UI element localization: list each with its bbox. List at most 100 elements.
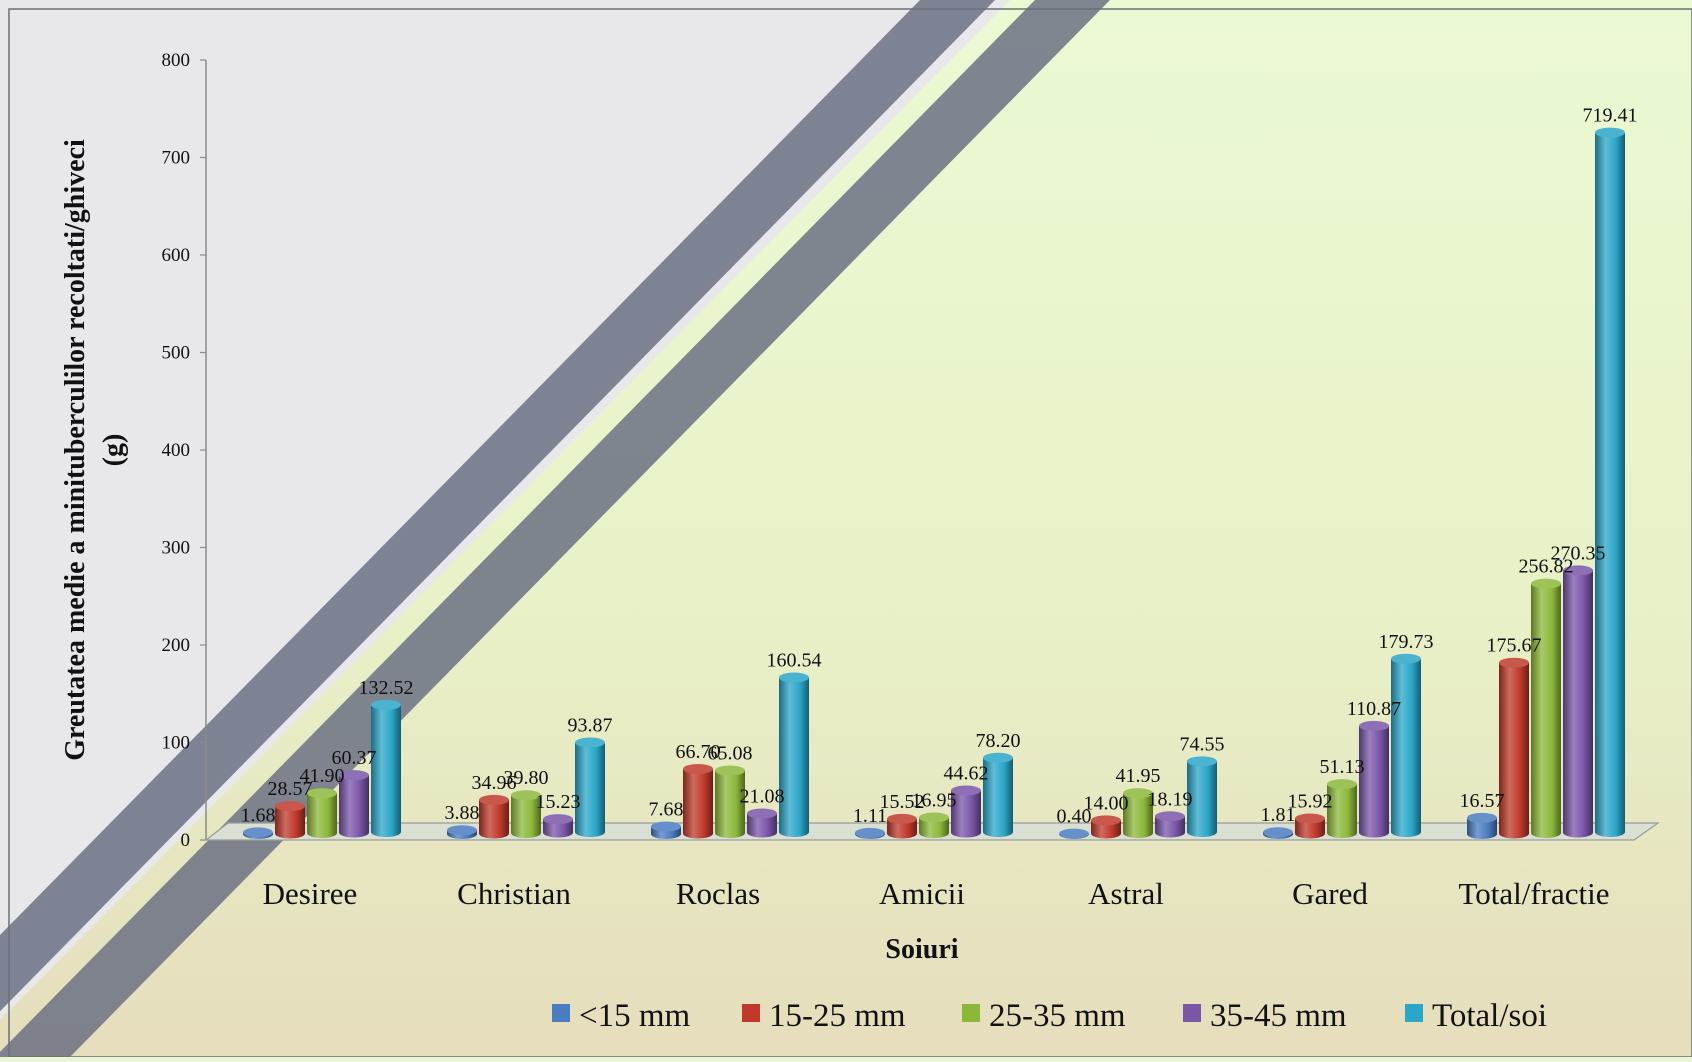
bar-body [1123,793,1153,838]
bar-top [511,790,541,801]
bar-top [651,821,681,832]
bar-body [339,775,369,838]
bar-body [1359,725,1389,838]
bar-top [1155,811,1185,822]
y-tick-label: 200 [162,635,191,656]
bar-body [887,818,917,839]
bar-top [1595,127,1625,138]
data-label: 0.40 [1057,806,1092,828]
bar [1155,811,1185,838]
x-category-label: Astral [1088,876,1164,911]
data-label: 41.90 [300,765,345,787]
data-label: 74.55 [1180,733,1225,755]
legend-item: 25-35 mm [962,998,1126,1034]
bar [951,785,981,838]
bar-top [1327,779,1357,790]
bar-top [275,801,305,812]
bar-body [1295,818,1325,839]
y-axis-title-line-2: (g) [98,434,129,467]
bar-top [683,763,713,774]
bar [715,765,745,838]
bar [1327,779,1357,838]
bar-top [747,808,777,819]
bar-top [1263,827,1293,838]
data-label: 256.82 [1519,556,1574,578]
bar [919,812,949,838]
bar [1595,127,1625,837]
bar-top [307,788,337,799]
bar-body [919,817,949,838]
bar-top [887,813,917,824]
legend-label: <15 mm [579,998,691,1034]
data-label: 132.52 [359,677,414,699]
bar [983,752,1013,837]
bar [1563,565,1593,838]
background-grey-panel [0,0,1010,1020]
data-label: 15.92 [1288,790,1333,812]
bar [683,763,713,839]
bar-top [575,737,605,748]
bar-top [1391,653,1421,664]
data-label: 16.57 [1460,790,1505,812]
data-label: 44.62 [944,762,989,784]
y-tick-label: 700 [162,148,191,169]
data-label: 21.08 [740,785,785,807]
bar [511,790,541,838]
bar-body [1563,570,1593,838]
bar-body [1467,817,1497,839]
bar [307,788,337,838]
bar [1091,815,1121,839]
data-label: 1.11 [853,805,887,827]
data-label: 270.35 [1551,542,1606,564]
bar-top [243,827,273,838]
legend-label: Total/soi [1432,998,1547,1034]
bar-body [951,790,981,838]
bar [543,814,573,838]
background-diagonal-band-2 [0,0,1110,1057]
data-label: 65.08 [708,743,753,765]
bar [887,813,917,839]
data-label: 1.81 [1261,804,1296,826]
bar-top [1499,657,1529,668]
x-axis-title: Soiuri [885,934,958,965]
bar-top [983,752,1013,763]
legend-item: Total/soi [1405,998,1547,1034]
bar-top [855,827,885,838]
bar-top [339,770,369,781]
bar [1467,812,1497,839]
y-tick-label: 0 [181,830,191,851]
y-tick-label: 100 [162,733,191,754]
data-label: 14.00 [1084,792,1129,814]
bar-top [1187,756,1217,767]
bar-body [575,742,605,837]
data-label: 78.20 [976,730,1021,752]
bar [339,770,369,838]
legend-label: 35-45 mm [1210,998,1347,1034]
x-category-label: Christian [457,876,571,911]
data-label: 3.88 [445,802,480,824]
data-label: 175.67 [1487,635,1542,657]
bar [1187,756,1217,837]
data-label: 60.37 [332,747,377,769]
legend-label: 25-35 mm [989,998,1126,1034]
legend-swatch [742,1004,760,1022]
bar [575,737,605,837]
legend-label: 15-25 mm [769,998,906,1034]
bar-body [1091,820,1121,839]
x-category-label: Roclas [676,876,760,911]
bar-body [543,819,573,838]
bar [747,808,777,838]
bar [651,821,681,839]
data-label: 1.68 [241,804,276,826]
bar-body [779,677,809,837]
bar-body [983,757,1013,837]
bar [1531,578,1561,838]
bar-body [371,704,401,837]
bar-top [779,672,809,683]
legend-swatch [552,1004,570,1022]
bar-top [479,794,509,805]
bar [275,801,305,839]
data-label: 66.70 [676,741,721,763]
